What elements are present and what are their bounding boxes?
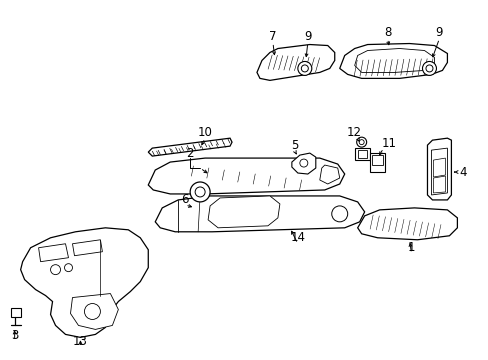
Polygon shape (354, 148, 369, 160)
Text: 8: 8 (383, 26, 390, 39)
Polygon shape (256, 45, 334, 80)
Polygon shape (155, 196, 364, 232)
Circle shape (359, 140, 364, 145)
Polygon shape (70, 293, 118, 329)
Polygon shape (291, 153, 315, 174)
Text: 5: 5 (290, 139, 298, 152)
Text: 7: 7 (268, 30, 276, 43)
Circle shape (422, 62, 436, 75)
Circle shape (190, 182, 210, 202)
Circle shape (331, 206, 347, 222)
Text: 2: 2 (186, 147, 194, 159)
Polygon shape (339, 44, 447, 78)
Circle shape (356, 137, 366, 147)
Circle shape (297, 62, 311, 75)
Text: 12: 12 (346, 126, 361, 139)
Polygon shape (319, 165, 339, 184)
Circle shape (425, 65, 432, 72)
Text: 3: 3 (11, 329, 19, 342)
Polygon shape (148, 158, 344, 194)
Circle shape (195, 187, 204, 197)
Polygon shape (371, 155, 382, 165)
Circle shape (50, 265, 61, 275)
Text: 10: 10 (197, 126, 212, 139)
Text: 6: 6 (181, 193, 188, 206)
Text: 14: 14 (290, 231, 305, 244)
Polygon shape (20, 228, 148, 337)
Polygon shape (432, 176, 445, 193)
Polygon shape (369, 153, 384, 172)
Polygon shape (148, 138, 232, 156)
Circle shape (299, 159, 307, 167)
Text: 11: 11 (381, 137, 396, 150)
Polygon shape (357, 150, 366, 158)
Polygon shape (354, 49, 433, 72)
Text: 4: 4 (458, 166, 466, 179)
Text: 13: 13 (73, 335, 88, 348)
Text: 1: 1 (407, 241, 414, 254)
Text: 9: 9 (435, 26, 442, 39)
Text: 9: 9 (304, 30, 311, 43)
Polygon shape (72, 240, 102, 256)
Circle shape (84, 303, 100, 319)
Polygon shape (11, 307, 20, 318)
Polygon shape (432, 158, 445, 177)
Polygon shape (208, 196, 279, 228)
Circle shape (64, 264, 72, 272)
Polygon shape (430, 148, 447, 195)
Polygon shape (427, 138, 450, 200)
Polygon shape (357, 208, 456, 240)
Circle shape (301, 65, 308, 72)
Polygon shape (39, 244, 68, 262)
